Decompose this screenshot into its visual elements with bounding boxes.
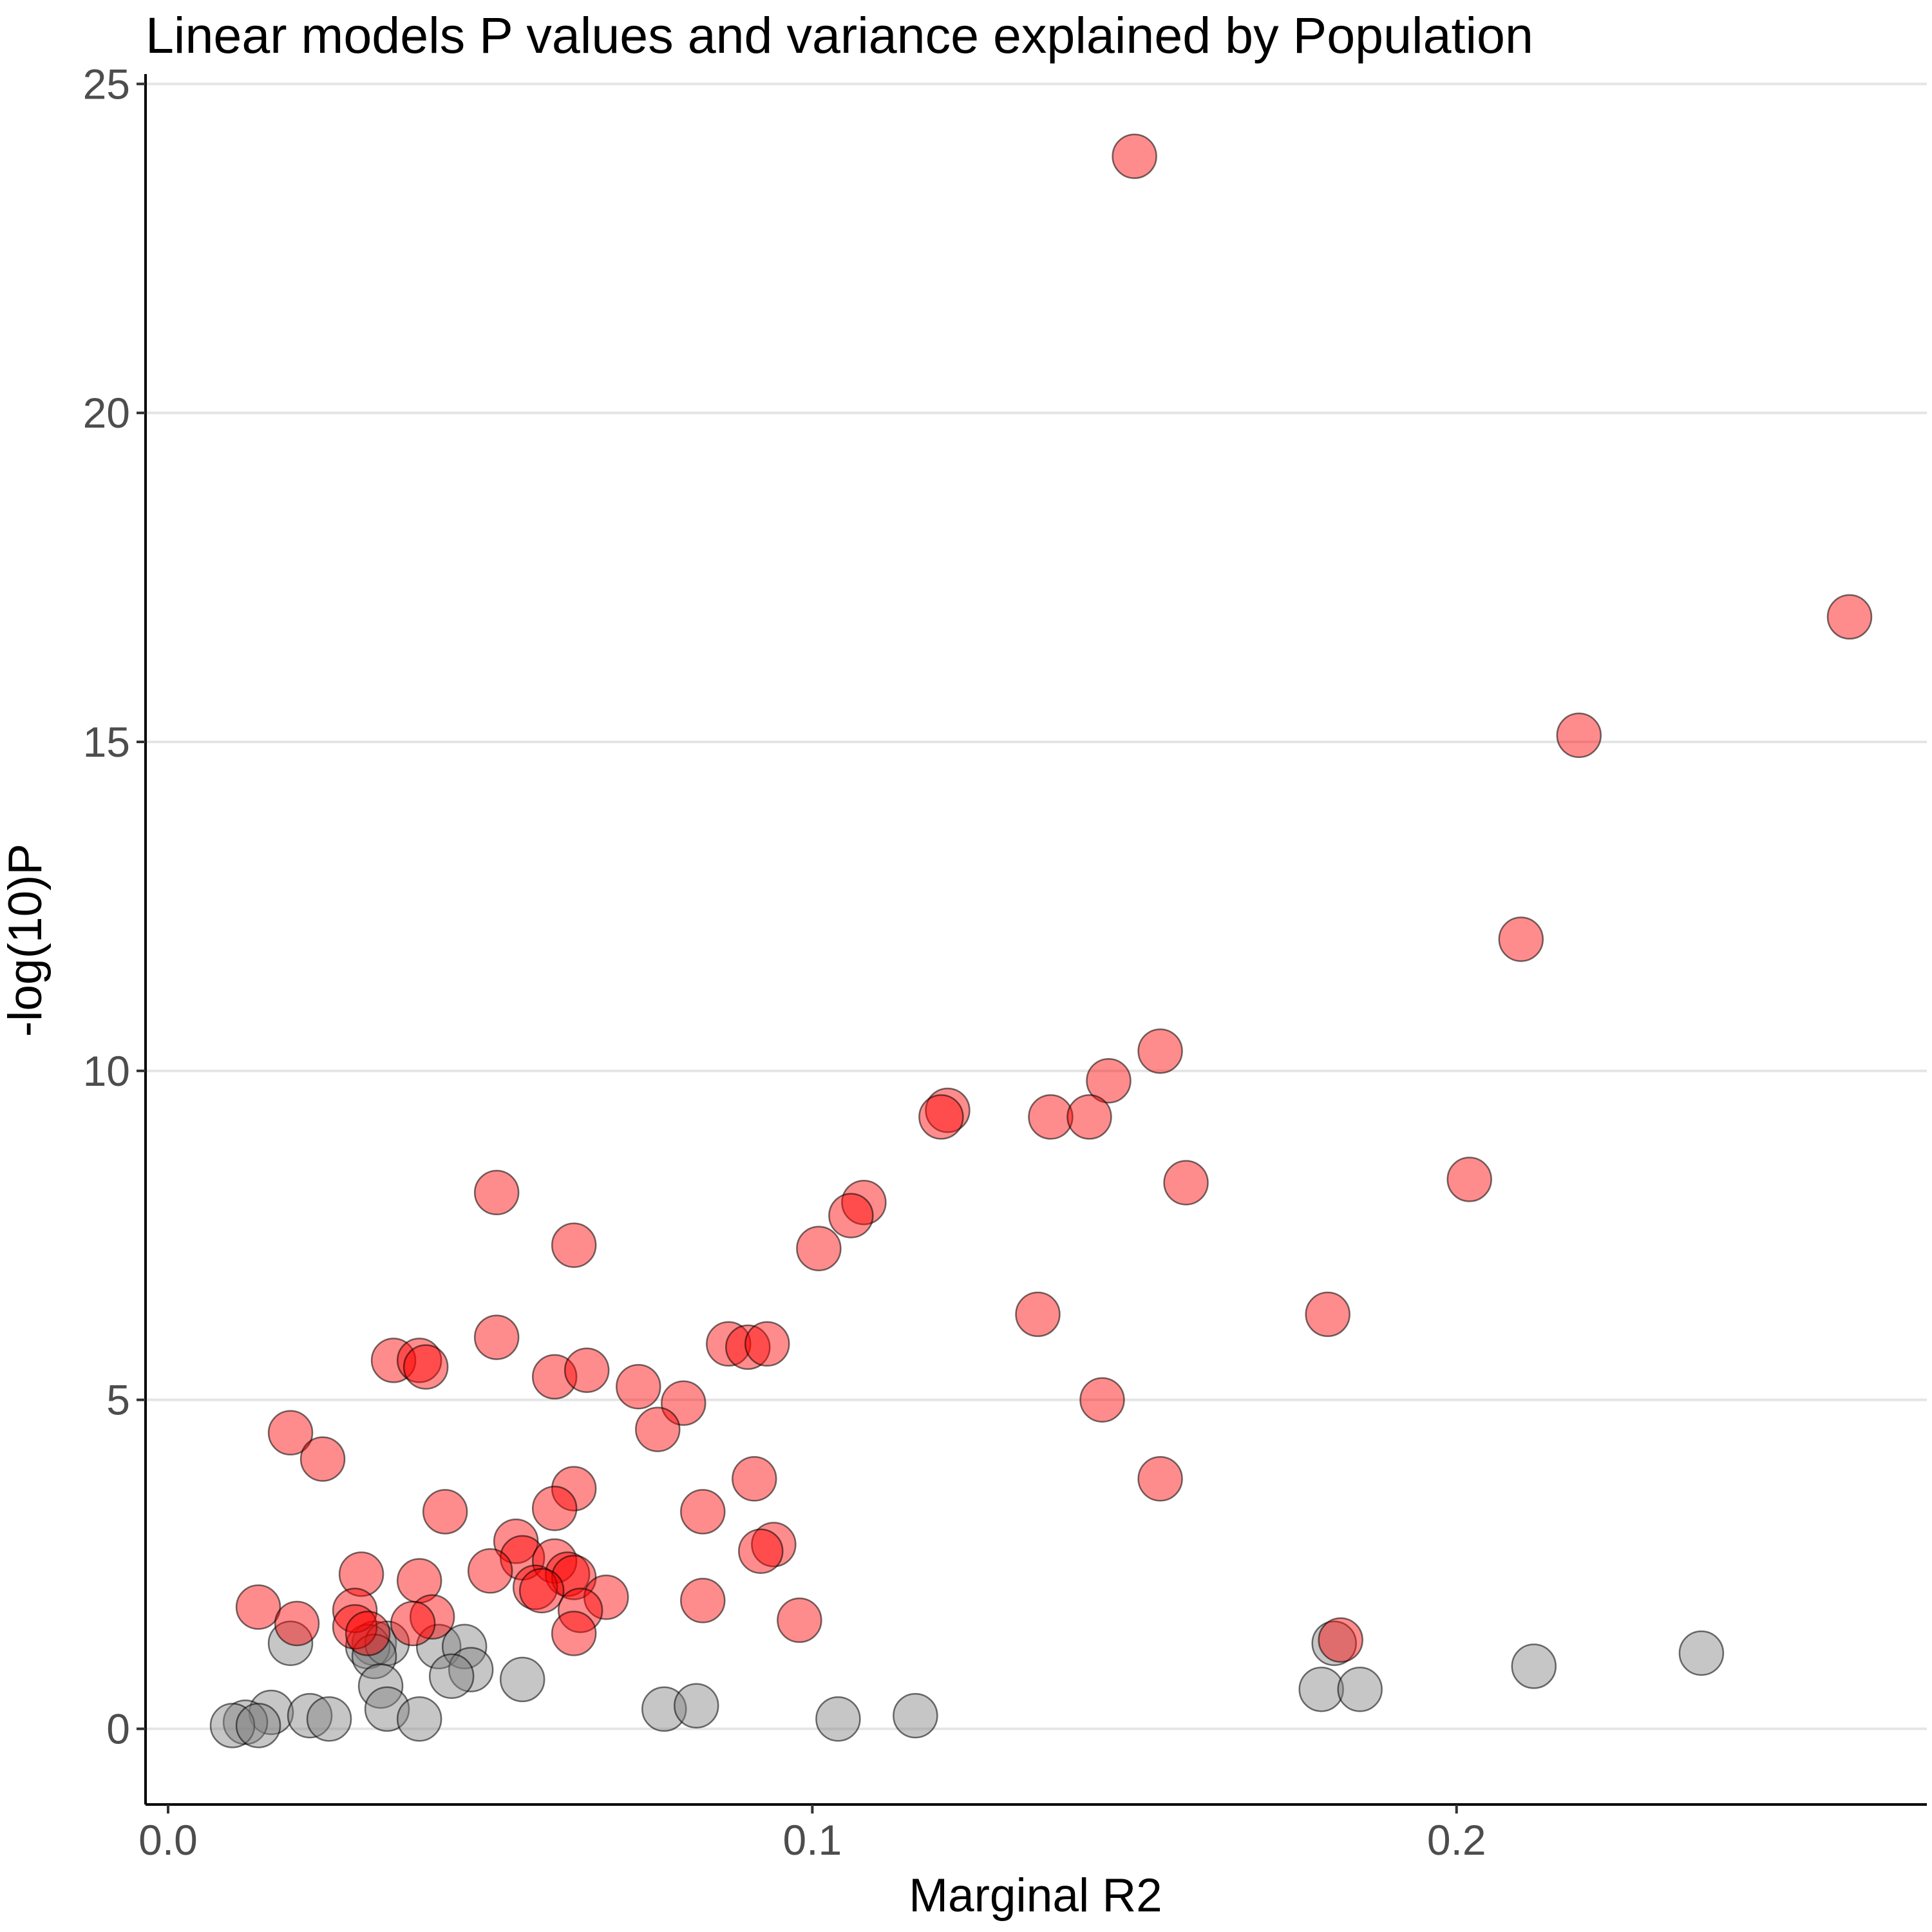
data-point [473, 1170, 520, 1216]
data-point [402, 1344, 449, 1390]
data-point [1028, 1094, 1074, 1140]
y-axis-title: -log(10)P [0, 844, 52, 1037]
data-point [396, 1338, 442, 1383]
data-point [415, 1624, 462, 1670]
data-point [738, 1528, 784, 1574]
y-tick-label: 10 [83, 1047, 130, 1095]
data-point [531, 1485, 578, 1531]
data-point [1446, 1157, 1492, 1202]
data-point [551, 1611, 597, 1656]
data-point [841, 1179, 887, 1226]
data-point [744, 1321, 790, 1367]
data-point [1826, 594, 1873, 640]
data-point [473, 1314, 520, 1360]
data-point [396, 1696, 442, 1742]
data-point [467, 1548, 513, 1594]
data-point [1318, 1617, 1363, 1663]
data-point [1337, 1666, 1383, 1712]
data-point [1079, 1377, 1125, 1423]
gridlines [146, 82, 1927, 1730]
data-point [551, 1222, 597, 1268]
data-point [1112, 133, 1157, 179]
data-point [518, 1567, 565, 1614]
data-point [674, 1683, 719, 1728]
data-point [390, 1600, 436, 1647]
data-point [1498, 916, 1544, 962]
data-point [1511, 1643, 1557, 1689]
data-point [635, 1406, 681, 1452]
data-point [564, 1347, 610, 1393]
data-point [777, 1597, 822, 1643]
data-point [796, 1226, 842, 1271]
data-point [828, 1193, 874, 1238]
data-point [409, 1594, 455, 1640]
data-point [1163, 1160, 1209, 1206]
data-point [751, 1522, 797, 1567]
data-point [918, 1094, 964, 1140]
axes [144, 74, 1927, 1806]
data-point [1015, 1291, 1061, 1338]
ticks: 0 5 10 15 20 25 0.0 0.1 0.2 [83, 60, 1486, 1864]
data-point [235, 1584, 281, 1630]
data-point [306, 1696, 352, 1742]
data-point [616, 1363, 661, 1410]
chart-title: Linear models P values and variance expl… [146, 6, 1533, 64]
y-tick-label: 20 [83, 389, 130, 437]
data-point [551, 1466, 597, 1511]
data-point [706, 1321, 752, 1367]
data-point [1305, 1291, 1350, 1338]
y-tick-label: 0 [106, 1705, 130, 1753]
data-point [1556, 712, 1602, 759]
data-point [274, 1600, 320, 1647]
data-point [1678, 1630, 1725, 1676]
data-point [235, 1703, 281, 1748]
data-point [499, 1656, 545, 1703]
data-point [815, 1696, 861, 1742]
data-point [428, 1653, 475, 1700]
data-point [345, 1611, 391, 1656]
data-point [332, 1587, 378, 1633]
data-point [680, 1489, 726, 1535]
data-point [680, 1578, 726, 1624]
data-point [531, 1538, 578, 1584]
data-point [732, 1456, 777, 1502]
data-point [209, 1703, 256, 1748]
data-point [422, 1489, 468, 1535]
x-tick-label: 0.1 [782, 1816, 842, 1864]
data-point [725, 1324, 771, 1370]
data-point [1137, 1456, 1183, 1502]
y-tick-label: 25 [83, 60, 130, 108]
data-point [299, 1436, 346, 1482]
x-tick-label: 0.0 [138, 1816, 198, 1864]
data-point [267, 1620, 314, 1666]
data-point [1137, 1028, 1183, 1074]
data-point [287, 1692, 333, 1739]
data-points [209, 133, 1873, 1748]
data-point [893, 1692, 938, 1739]
x-axis-title: Marginal R2 [909, 1870, 1162, 1922]
data-point [925, 1087, 971, 1133]
y-tick-label: 5 [106, 1376, 130, 1424]
data-point [338, 1551, 384, 1597]
y-tick-label: 15 [83, 718, 130, 766]
data-point [1086, 1057, 1132, 1104]
data-point [332, 1604, 378, 1650]
x-tick-label: 0.2 [1427, 1816, 1486, 1864]
data-point [267, 1410, 314, 1456]
data-point [1066, 1094, 1112, 1140]
data-point [1298, 1666, 1344, 1712]
data-point [448, 1647, 494, 1692]
data-point [583, 1574, 629, 1620]
